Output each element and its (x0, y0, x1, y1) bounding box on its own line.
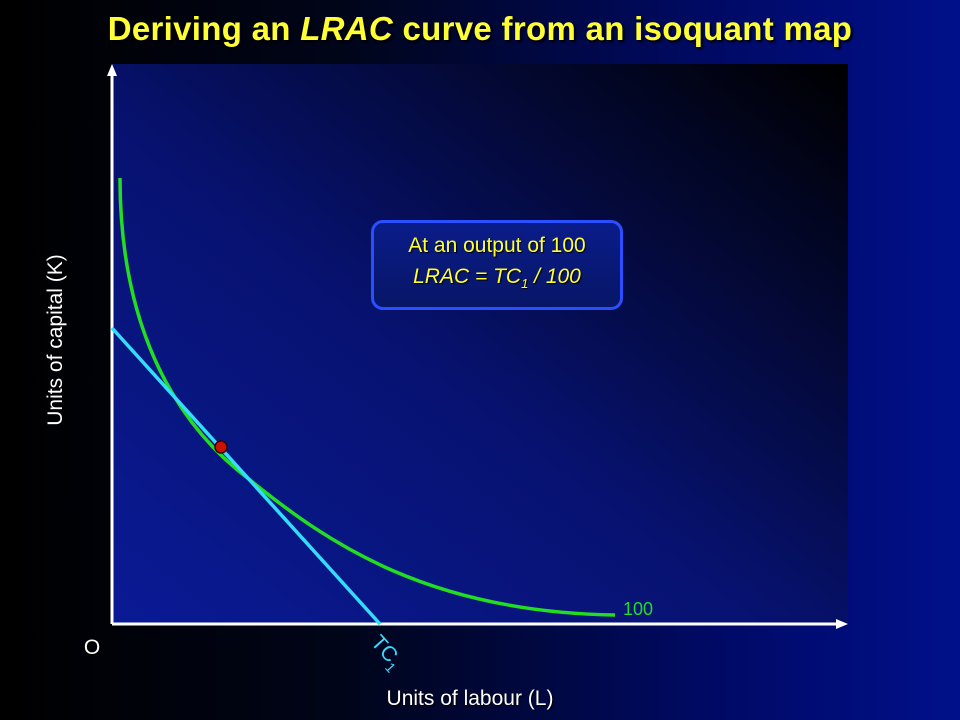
x-axis-label: Units of labour (L) (386, 687, 554, 710)
y-axis-arrow-icon (107, 64, 117, 76)
tangency-point (214, 440, 228, 454)
output-callout-box: At an output of 100 LRAC = TC1 / 100 (371, 220, 623, 310)
plot-area (112, 64, 848, 624)
callout-line-2: LRAC = TC1 / 100 (374, 261, 620, 299)
isocost-line (110, 326, 382, 626)
callout-divisor: / 100 (528, 265, 581, 289)
isocost-label: TC1 (363, 631, 407, 676)
origin-label: O (83, 636, 101, 659)
y-axis-label: Units of capital (K) (44, 254, 67, 426)
title-suffix: curve from an isoquant map (393, 10, 853, 47)
title-prefix: Deriving an (107, 10, 301, 47)
callout-lrac-formula: LRAC = TC (413, 265, 522, 289)
callout-line-1: At an output of 100 (408, 234, 586, 258)
page-title: Deriving an LRAC curve from an isoquant … (0, 10, 960, 48)
title-emphasis: LRAC (300, 10, 394, 47)
x-axis-arrow-icon (836, 619, 848, 629)
callout-subscript: 1 (521, 276, 529, 292)
isoquant-label: 100 (623, 599, 653, 619)
